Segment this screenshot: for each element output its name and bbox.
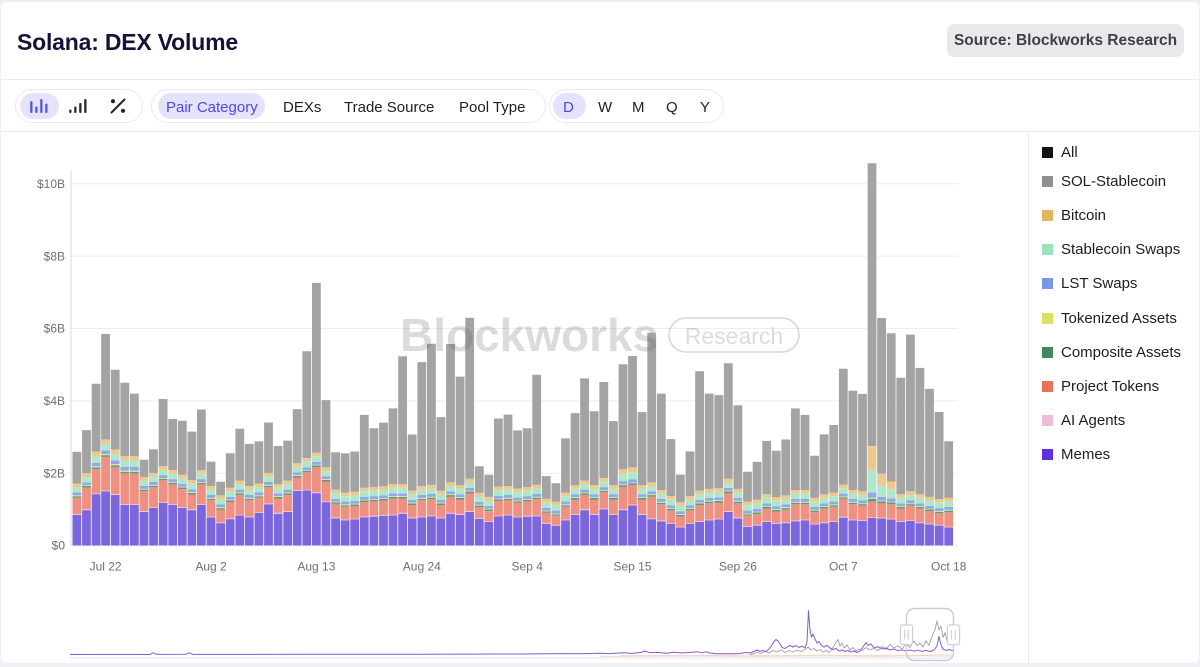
svg-text:Research: Research	[685, 323, 783, 349]
svg-text:Sep 4: Sep 4	[512, 560, 544, 574]
svg-text:Sep 15: Sep 15	[613, 560, 651, 574]
svg-text:Aug 13: Aug 13	[297, 560, 335, 574]
svg-text:Sep 26: Sep 26	[719, 560, 757, 574]
svg-text:Oct 18: Oct 18	[931, 560, 967, 574]
svg-text:Aug 2: Aug 2	[195, 560, 227, 574]
svg-text:$0: $0	[52, 539, 66, 553]
svg-text:Aug 24: Aug 24	[403, 560, 441, 574]
svg-text:$2B: $2B	[44, 466, 65, 480]
svg-text:Blockworks: Blockworks	[400, 309, 658, 361]
svg-text:$8B: $8B	[44, 249, 65, 263]
svg-text:Oct 7: Oct 7	[829, 560, 858, 574]
svg-text:$10B: $10B	[37, 177, 65, 191]
svg-text:$4B: $4B	[44, 394, 65, 408]
svg-text:$6B: $6B	[44, 322, 65, 336]
svg-text:Jul 22: Jul 22	[90, 560, 122, 574]
